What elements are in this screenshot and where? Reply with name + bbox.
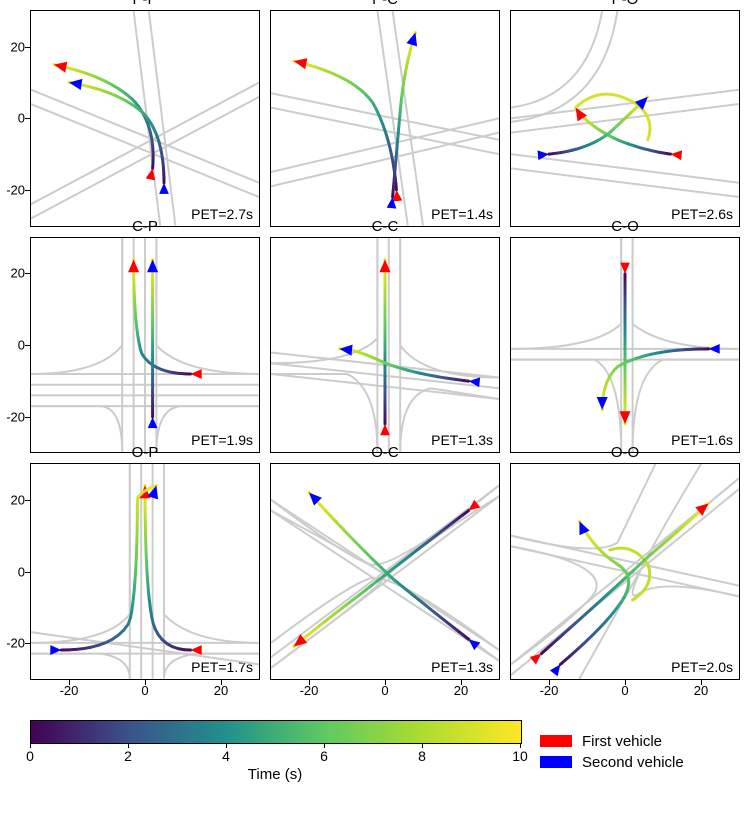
plot-svg — [31, 464, 259, 679]
plot-svg — [271, 464, 499, 679]
plot-svg — [511, 11, 739, 226]
plot-svg — [31, 238, 259, 453]
legend-item: Second vehicle — [540, 754, 740, 771]
colorbar-ticks: 0246810 — [30, 744, 520, 764]
y-axis: -20020 — [1, 464, 29, 679]
panel-title: P-P — [132, 0, 157, 8]
legend-swatch — [540, 756, 572, 768]
x-axis: -20020 — [511, 681, 739, 699]
panel-P-O: P-OPET=2.6s — [510, 10, 740, 227]
colorbar-gradient — [30, 720, 522, 744]
panel-title: C-O — [611, 218, 639, 235]
legend-label: First vehicle — [582, 733, 662, 750]
panel-title: O-O — [611, 444, 639, 461]
panel-title: P-O — [612, 0, 639, 8]
panel-C-O: C-OPET=1.6s — [510, 237, 740, 454]
legend: First vehicle Second vehicle — [540, 729, 740, 775]
panel-title: O-C — [371, 444, 399, 461]
panel-grid: P-PPET=2.7s-20020P-CPET=1.4sP-OPET=2.6sC… — [30, 10, 740, 680]
y-axis: -20020 — [1, 238, 29, 453]
plot-svg — [271, 238, 499, 453]
colorbar: 0246810 Time (s) — [30, 720, 520, 783]
panel-P-P: P-PPET=2.7s-20020 — [30, 10, 260, 227]
x-axis: -20020 — [271, 681, 499, 699]
figure: P-PPET=2.7s-20020P-CPET=1.4sP-OPET=2.6sC… — [10, 10, 742, 805]
legend-label: Second vehicle — [582, 754, 684, 771]
legend-swatch — [540, 735, 572, 747]
plot-svg — [271, 11, 499, 226]
panel-O-O: O-OPET=2.0s-20020 — [510, 463, 740, 680]
bottom-row: 0246810 Time (s) First vehicle Second veh… — [30, 720, 740, 783]
panel-O-P: O-PPET=1.7s-20020-20020 — [30, 463, 260, 680]
panel-title: C-C — [372, 218, 399, 235]
colorbar-label: Time (s) — [30, 766, 520, 783]
y-axis: -20020 — [1, 11, 29, 226]
panel-C-P: C-PPET=1.9s-20020 — [30, 237, 260, 454]
panel-title: O-P — [132, 444, 159, 461]
x-axis: -20020 — [31, 681, 259, 699]
plot-svg — [31, 11, 259, 226]
panel-P-C: P-CPET=1.4s — [270, 10, 500, 227]
plot-svg — [511, 464, 739, 679]
panel-C-C: C-CPET=1.3s — [270, 237, 500, 454]
plot-svg — [511, 238, 739, 453]
panel-title: P-C — [372, 0, 398, 8]
panel-O-C: O-CPET=1.3s-20020 — [270, 463, 500, 680]
legend-item: First vehicle — [540, 733, 740, 750]
panel-title: C-P — [132, 218, 158, 235]
